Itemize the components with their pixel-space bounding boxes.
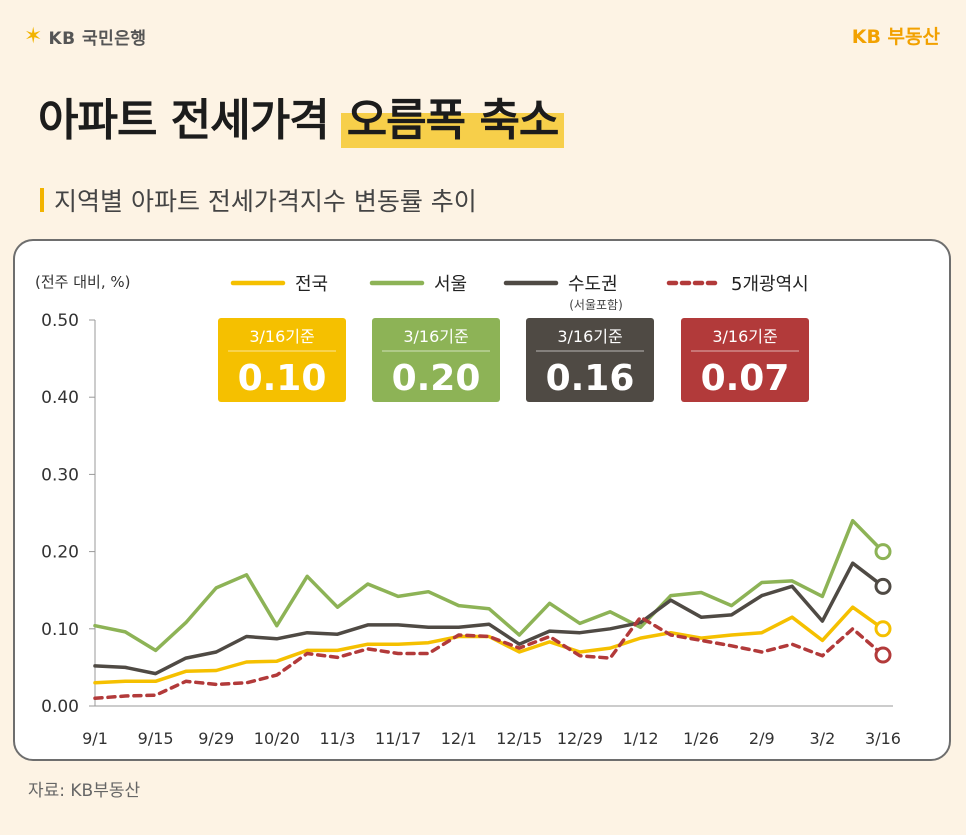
page-title: 아파트 전세가격 오름폭 축소 — [38, 84, 565, 148]
series-end-marker-2 — [874, 577, 892, 595]
y-tick-label: 0.20 — [41, 543, 79, 563]
callout-value-0: 0.10 — [238, 358, 327, 399]
callout-box-1 — [372, 318, 500, 402]
y-tick-label: 0.10 — [41, 620, 79, 640]
legend-sublabel-2: (서울포함) — [569, 298, 623, 312]
callout-value-2: 0.16 — [546, 358, 635, 399]
callout-label-0: 3/16기준 — [249, 327, 314, 346]
y-tick-label: 0.40 — [41, 388, 79, 408]
kb-bank-logo: ✶ KB 국민은행 — [24, 24, 147, 49]
x-tick-label: 3/16 — [865, 729, 901, 748]
chart-card: (전주 대비, %) 0.50 0.40 0.30 0.20 0.10 0.00 9/1 9/1… — [13, 239, 951, 761]
legend-label-2: 수도권 — [568, 274, 618, 295]
y-tick-label: 0.30 — [41, 465, 79, 485]
callout-label-3: 3/16기준 — [712, 327, 777, 346]
title-main: 아파트 전세가격 — [38, 95, 330, 146]
series-line-0 — [93, 605, 885, 685]
y-tick-label: 0.00 — [41, 697, 79, 717]
subtitle-text: 지역별 아파트 전세가격지수 변동률 추이 — [54, 187, 477, 216]
x-tick-label: 12/29 — [557, 729, 603, 748]
series-end-marker-1 — [874, 543, 892, 561]
callout-box-2 — [526, 318, 654, 402]
x-tick-label: 10/20 — [254, 729, 300, 748]
callout-value-1: 0.20 — [392, 358, 481, 399]
callout-box-3 — [681, 318, 809, 402]
x-tick-label: 3/2 — [810, 729, 836, 748]
series-line-2 — [93, 561, 885, 676]
title-highlight: 오름폭 축소 — [340, 84, 565, 148]
legend-label-1: 서울 — [434, 274, 467, 295]
callout-label-1: 3/16기준 — [403, 327, 468, 346]
x-tick-label: 9/15 — [138, 729, 174, 748]
y-unit-label: (전주 대비, %) — [35, 273, 130, 291]
series-line-1 — [93, 518, 885, 653]
x-tick-label: 11/17 — [375, 729, 421, 748]
legend-label-3: 5개광역시 — [731, 274, 809, 295]
x-tick-label: 11/3 — [319, 729, 355, 748]
x-tick-label: 12/15 — [496, 729, 542, 748]
x-tick-label: 9/29 — [198, 729, 234, 748]
x-tick-label: 1/26 — [683, 729, 719, 748]
callout-value-3: 0.07 — [701, 358, 790, 399]
x-tick-label: 2/9 — [749, 729, 775, 748]
kb-real-estate-logo: KB 부동산 — [851, 26, 940, 48]
line-chart: (전주 대비, %) 0.50 0.40 0.30 0.20 0.10 0.009/1 9/1… — [35, 273, 901, 748]
chart-subtitle: 지역별 아파트 전세가격지수 변동률 추이 — [40, 182, 477, 218]
series-end-marker-0 — [874, 620, 892, 638]
callout-label-2: 3/16기준 — [557, 327, 622, 346]
kb-bank-name: KB 국민은행 — [48, 29, 147, 49]
y-tick-label: 0.50 — [41, 311, 79, 331]
legend-label-0: 전국 — [295, 274, 328, 295]
series-line-3 — [93, 615, 885, 701]
callout-box-0 — [218, 318, 346, 402]
x-tick-label: 12/1 — [441, 729, 477, 748]
kb-star-icon: ✶ — [24, 23, 43, 49]
subtitle-accent-bar — [40, 188, 44, 212]
source-note: 자료: KB부동산 — [28, 781, 141, 801]
x-tick-label: 9/1 — [82, 729, 108, 748]
x-tick-label: 1/12 — [623, 729, 659, 748]
series-end-marker-3 — [874, 646, 892, 664]
